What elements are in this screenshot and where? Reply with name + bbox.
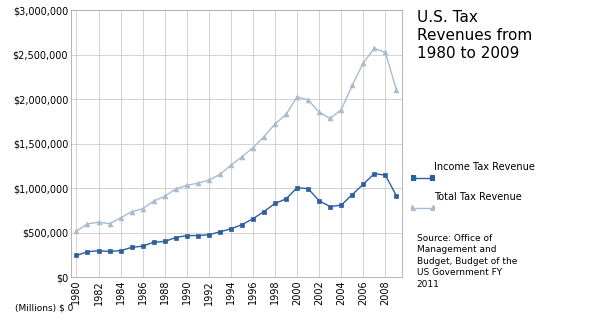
Text: U.S. Tax
Revenues from
1980 to 2009: U.S. Tax Revenues from 1980 to 2009 <box>417 10 532 61</box>
Text: Source: Office of
Management and
Budget, Budget of the
US Government FY
2011: Source: Office of Management and Budget,… <box>417 234 517 289</box>
Text: Income Tax Revenue: Income Tax Revenue <box>434 162 535 172</box>
Text: Total Tax Revenue: Total Tax Revenue <box>434 192 522 202</box>
Text: (Millions) $ 0: (Millions) $ 0 <box>15 304 73 313</box>
